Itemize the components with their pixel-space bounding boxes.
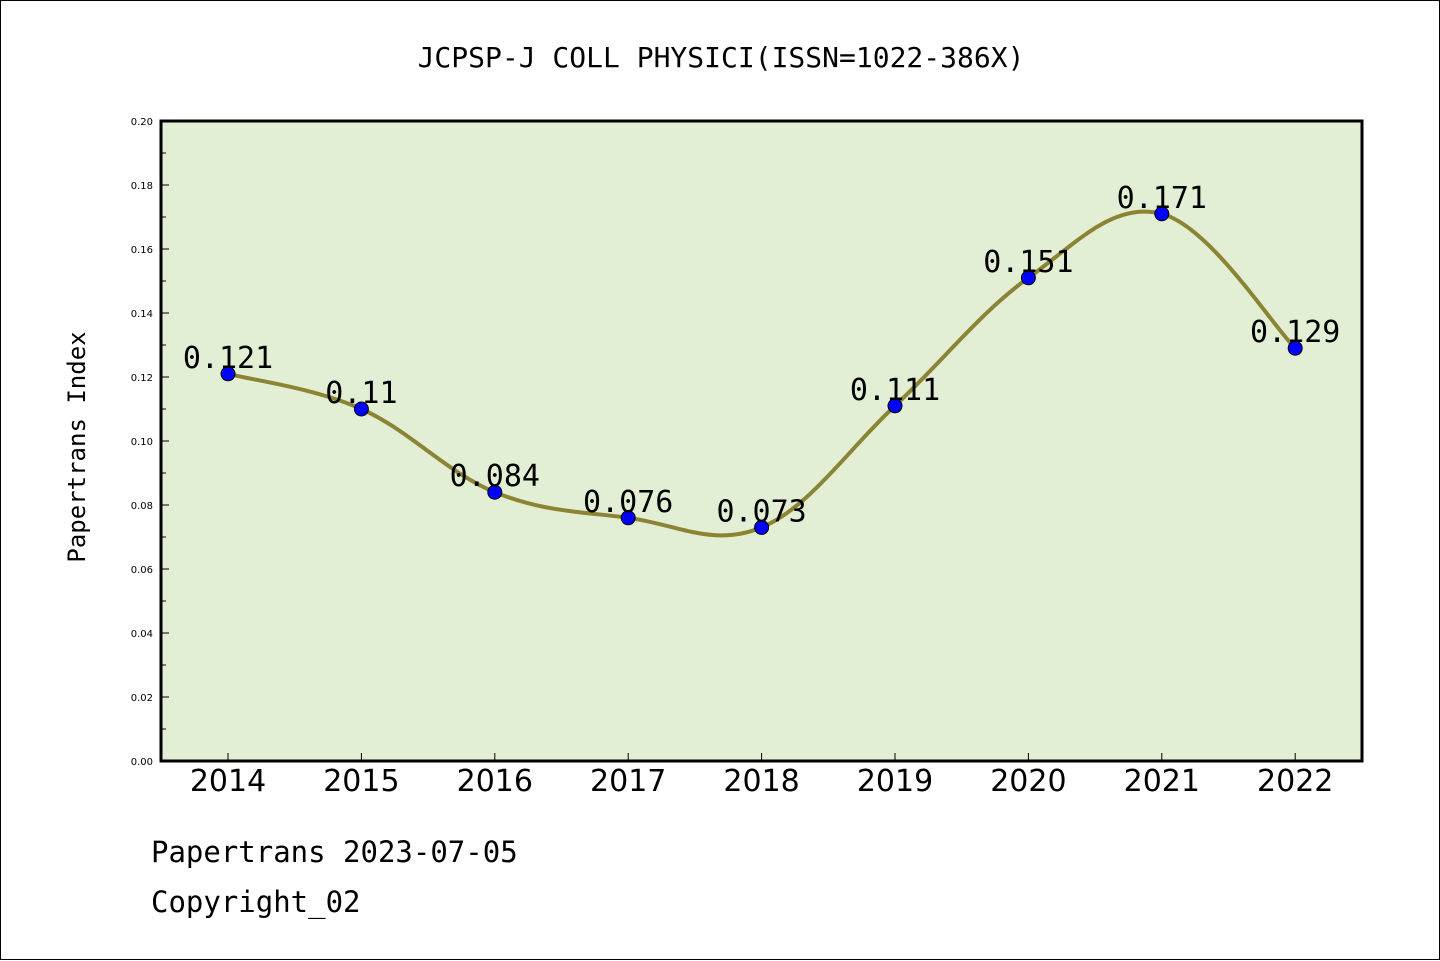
data-labels: 0.121 0.11 0.084 0.076 0.073 0.111 0.151 0.171 0… xyxy=(183,181,1341,530)
data-label: 0.171 xyxy=(1117,181,1207,216)
y-tick-label: 0.00 xyxy=(131,757,153,768)
x-tick-label: 2015 xyxy=(323,764,399,799)
data-point xyxy=(1020,270,1036,286)
x-axis-ticks: 2014 2015 2016 2017 2018 2019 2020 2021 2022 xyxy=(190,753,1333,799)
footer-date-text: Papertrans 2023-07-05 xyxy=(151,835,518,869)
data-point xyxy=(887,398,903,414)
y-tick-label: 0.20 xyxy=(131,117,153,128)
chart-title: JCPSP-J COLL PHYSICI(ISSN=1022-386X) xyxy=(418,41,1025,74)
data-point xyxy=(1154,206,1170,222)
data-label: 0.121 xyxy=(183,341,273,376)
data-label: 0.073 xyxy=(716,494,806,529)
x-tick-label: 2022 xyxy=(1257,764,1333,799)
data-point xyxy=(487,484,503,500)
data-label: 0.084 xyxy=(450,459,540,494)
data-label: 0.129 xyxy=(1250,315,1340,350)
x-tick-label: 2017 xyxy=(590,764,666,799)
data-label: 0.151 xyxy=(983,245,1073,280)
y-tick-label: 0.12 xyxy=(131,373,153,384)
footer-copyright-text: Copyright_02 xyxy=(151,885,361,919)
data-label: 0.11 xyxy=(325,376,397,411)
x-tick-label: 2014 xyxy=(190,764,266,799)
data-point xyxy=(220,366,236,382)
y-tick-label: 0.04 xyxy=(131,629,153,640)
series-line xyxy=(227,209,1297,538)
y-tick-label: 0.18 xyxy=(131,181,153,192)
y-tick-label: 0.06 xyxy=(131,565,153,576)
data-point xyxy=(620,510,636,526)
y-tick-label: 0.02 xyxy=(131,693,153,704)
x-tick-label: 2019 xyxy=(857,764,933,799)
data-markers xyxy=(220,206,1303,535)
x-tick-label: 2021 xyxy=(1124,764,1200,799)
data-point xyxy=(754,519,770,535)
plot-area xyxy=(161,121,1362,761)
data-label: 0.111 xyxy=(850,373,940,408)
y-axis-label: Papertrans Index xyxy=(63,331,91,562)
y-tick-label: 0.10 xyxy=(131,437,153,448)
x-tick-label: 2016 xyxy=(457,764,533,799)
x-tick-label: 2018 xyxy=(723,764,799,799)
data-point xyxy=(1287,340,1303,356)
data-label: 0.076 xyxy=(583,485,673,520)
x-tick-label: 2020 xyxy=(990,764,1066,799)
y-tick-label: 0.08 xyxy=(131,501,153,512)
y-tick-label: 0.14 xyxy=(131,309,153,320)
y-axis-ticks: 0.00 0.02 0.04 0.06 0.08 0.10 0.12 0.14 0.16 0.18… xyxy=(131,117,169,768)
y-tick-label: 0.16 xyxy=(131,245,153,256)
plot-border xyxy=(159,119,1364,763)
data-point xyxy=(353,401,369,417)
